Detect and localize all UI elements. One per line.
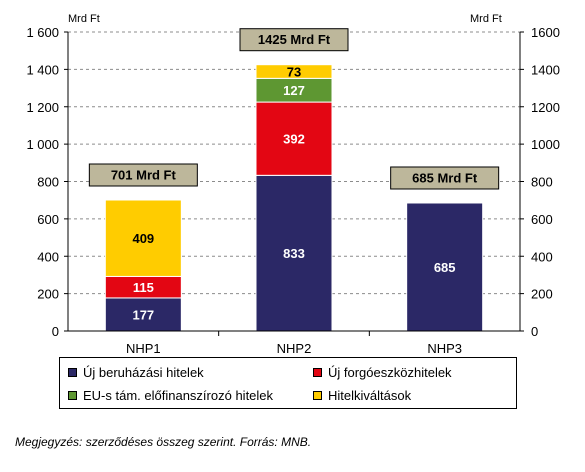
- legend: Új beruházási hitelek Új forgóeszközhite…: [59, 357, 517, 409]
- y-tick-label-left: 1 400: [26, 62, 59, 77]
- data-label: 392: [283, 132, 305, 147]
- legend-item-new-investment-loans: Új beruházási hitelek: [68, 365, 204, 380]
- bar-segment: [104, 297, 182, 332]
- total-labels: 701 Mrd Ft 1425 Mrd Ft 685 Mrd Ft: [88, 28, 500, 190]
- x-tick-label: NHP3: [427, 341, 462, 356]
- y-tick-label-left: 0: [52, 324, 59, 339]
- bar-segment: [104, 199, 182, 277]
- legend-swatch: [68, 391, 77, 400]
- y-tick-label-right: 1000: [531, 137, 560, 152]
- legend-label: Új forgóeszközhitelek: [328, 365, 452, 380]
- y-tick-label-left: 800: [37, 175, 59, 190]
- y-tick-label-right: 400: [531, 249, 553, 264]
- x-tick-label: NHP2: [277, 341, 312, 356]
- data-label: 833: [283, 246, 305, 261]
- legend-item-loan-refinancing: Hitelkiváltások: [313, 388, 411, 403]
- y-tick-label-right: 1400: [531, 62, 560, 77]
- x-tick-label: NHP1: [126, 341, 161, 356]
- axes: 0 0 200 200 400 400 600 600 800 800 1 000 1000 1 200…: [26, 25, 559, 356]
- y-tick-label-right: 1600: [531, 25, 560, 40]
- y-tick-label-left: 600: [37, 212, 59, 227]
- bar-segment: [255, 64, 333, 79]
- total-box: [88, 163, 198, 187]
- legend-label: Új beruházási hitelek: [83, 365, 204, 380]
- legend-item-new-working-capital-loans: Új forgóeszközhitelek: [313, 365, 452, 380]
- data-label: 177: [132, 307, 154, 322]
- data-label: 127: [283, 83, 305, 98]
- y-tick-label-left: 1 600: [26, 25, 59, 40]
- bar-segment: [406, 202, 484, 332]
- y-tick-label-left: 200: [37, 287, 59, 302]
- total-label: 1425 Mrd Ft: [258, 32, 331, 47]
- data-label: 685: [434, 260, 456, 275]
- legend-swatch: [68, 368, 77, 377]
- data-label: 409: [132, 231, 154, 246]
- y-tick-label-left: 1 200: [26, 100, 59, 115]
- legend-swatch: [313, 368, 322, 377]
- bar-segment: [255, 101, 333, 176]
- y-axis-right-unit: Mrd Ft: [470, 13, 502, 25]
- y-tick-label-right: 800: [531, 175, 553, 190]
- y-tick-label-right: 600: [531, 212, 553, 227]
- total-box: [390, 166, 500, 190]
- y-tick-label-right: 200: [531, 287, 553, 302]
- legend-label: EU-s tám. előfinanszírozó hitelek: [83, 388, 274, 403]
- legend-label: Hitelkiváltások: [328, 388, 412, 403]
- y-tick-label-right: 1200: [531, 100, 560, 115]
- y-tick-label-right: 0: [531, 324, 538, 339]
- data-label: 115: [133, 280, 154, 295]
- bars: 177 115 409 833 392 127 73 685: [104, 64, 484, 332]
- total-box: [239, 28, 349, 52]
- y-tick-label-left: 400: [37, 249, 59, 264]
- data-label: 73: [287, 65, 301, 80]
- y-axis-left-unit: Mrd Ft: [68, 13, 100, 25]
- source-note: Megjegyzés: szerződéses összeg szerint. …: [15, 435, 312, 449]
- legend-item-eu-prefinancing-loans: EU-s tám. előfinanszírozó hitelek: [68, 388, 273, 403]
- y-tick-label-left: 1 000: [26, 137, 59, 152]
- total-label: 701 Mrd Ft: [111, 168, 177, 183]
- total-label: 685 Mrd Ft: [412, 170, 478, 185]
- bar-segment: [255, 174, 333, 332]
- legend-swatch: [313, 391, 322, 400]
